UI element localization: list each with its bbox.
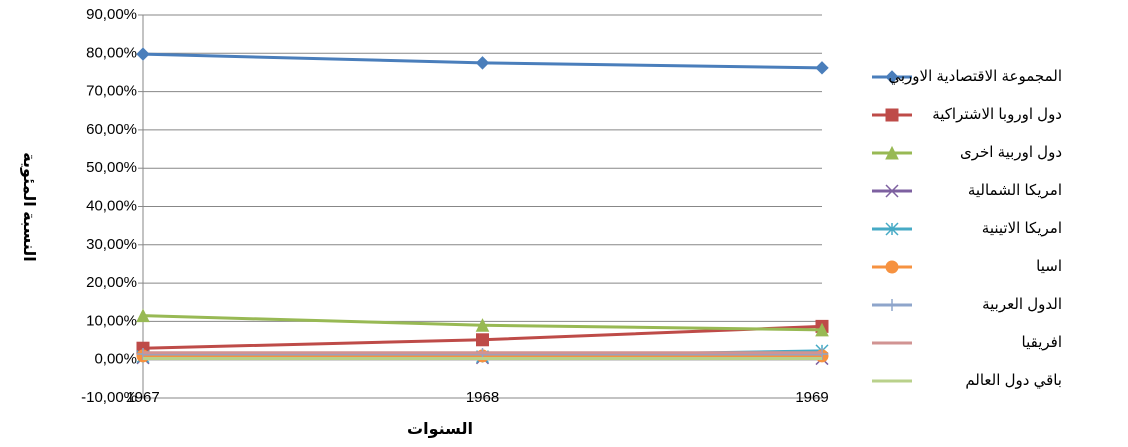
x-tick-label: 1968 xyxy=(466,389,499,406)
y-tick-label: 90,00% xyxy=(86,6,137,23)
legend-label: المجموعة الاقتصادية الاوربي xyxy=(888,68,1062,86)
marker xyxy=(885,145,899,160)
marker xyxy=(885,108,899,122)
y-tick-label: 50,00% xyxy=(86,159,137,176)
y-tick-label: 30,00% xyxy=(86,236,137,253)
marker xyxy=(885,70,899,84)
marker xyxy=(886,299,898,311)
y-tick-label: 20,00% xyxy=(86,274,137,291)
marker xyxy=(475,56,490,70)
legend-label: افريقيا xyxy=(1022,334,1062,351)
y-tick-label: 60,00% xyxy=(86,121,137,138)
legend-label: الدول العربية xyxy=(982,296,1062,313)
legend-label: امريكا الشمالية xyxy=(968,182,1062,199)
y-tick-label: 70,00% xyxy=(86,83,137,100)
marker xyxy=(475,318,490,332)
marker xyxy=(815,61,829,75)
y-tick-label: 10,00% xyxy=(86,312,137,329)
x-axis-title: السنوات xyxy=(407,421,473,438)
legend-label: دول اوروبا الاشتراكية xyxy=(932,106,1062,123)
legend-label: امريكا الاتينية xyxy=(982,220,1062,237)
y-tick-label: 0,00% xyxy=(94,351,137,368)
y-axis-title: النسبة المئوية xyxy=(20,152,37,261)
marker xyxy=(136,47,150,61)
y-tick-label: 80,00% xyxy=(86,44,137,61)
y-tick-label: -10,00% xyxy=(81,389,137,406)
marker xyxy=(885,222,899,236)
legend-label: باقي دول العالم xyxy=(965,372,1062,390)
marker xyxy=(476,333,489,347)
marker xyxy=(885,184,899,198)
marker xyxy=(885,260,899,274)
legend-label: دول اوربية اخرى xyxy=(960,144,1062,161)
legend-label: اسيا xyxy=(1036,258,1062,275)
x-tick-label: 1967 xyxy=(126,389,159,406)
y-tick-label: 40,00% xyxy=(86,197,137,214)
x-tick-label: 1969 xyxy=(795,389,828,406)
marker xyxy=(136,308,150,323)
marker xyxy=(815,322,829,337)
